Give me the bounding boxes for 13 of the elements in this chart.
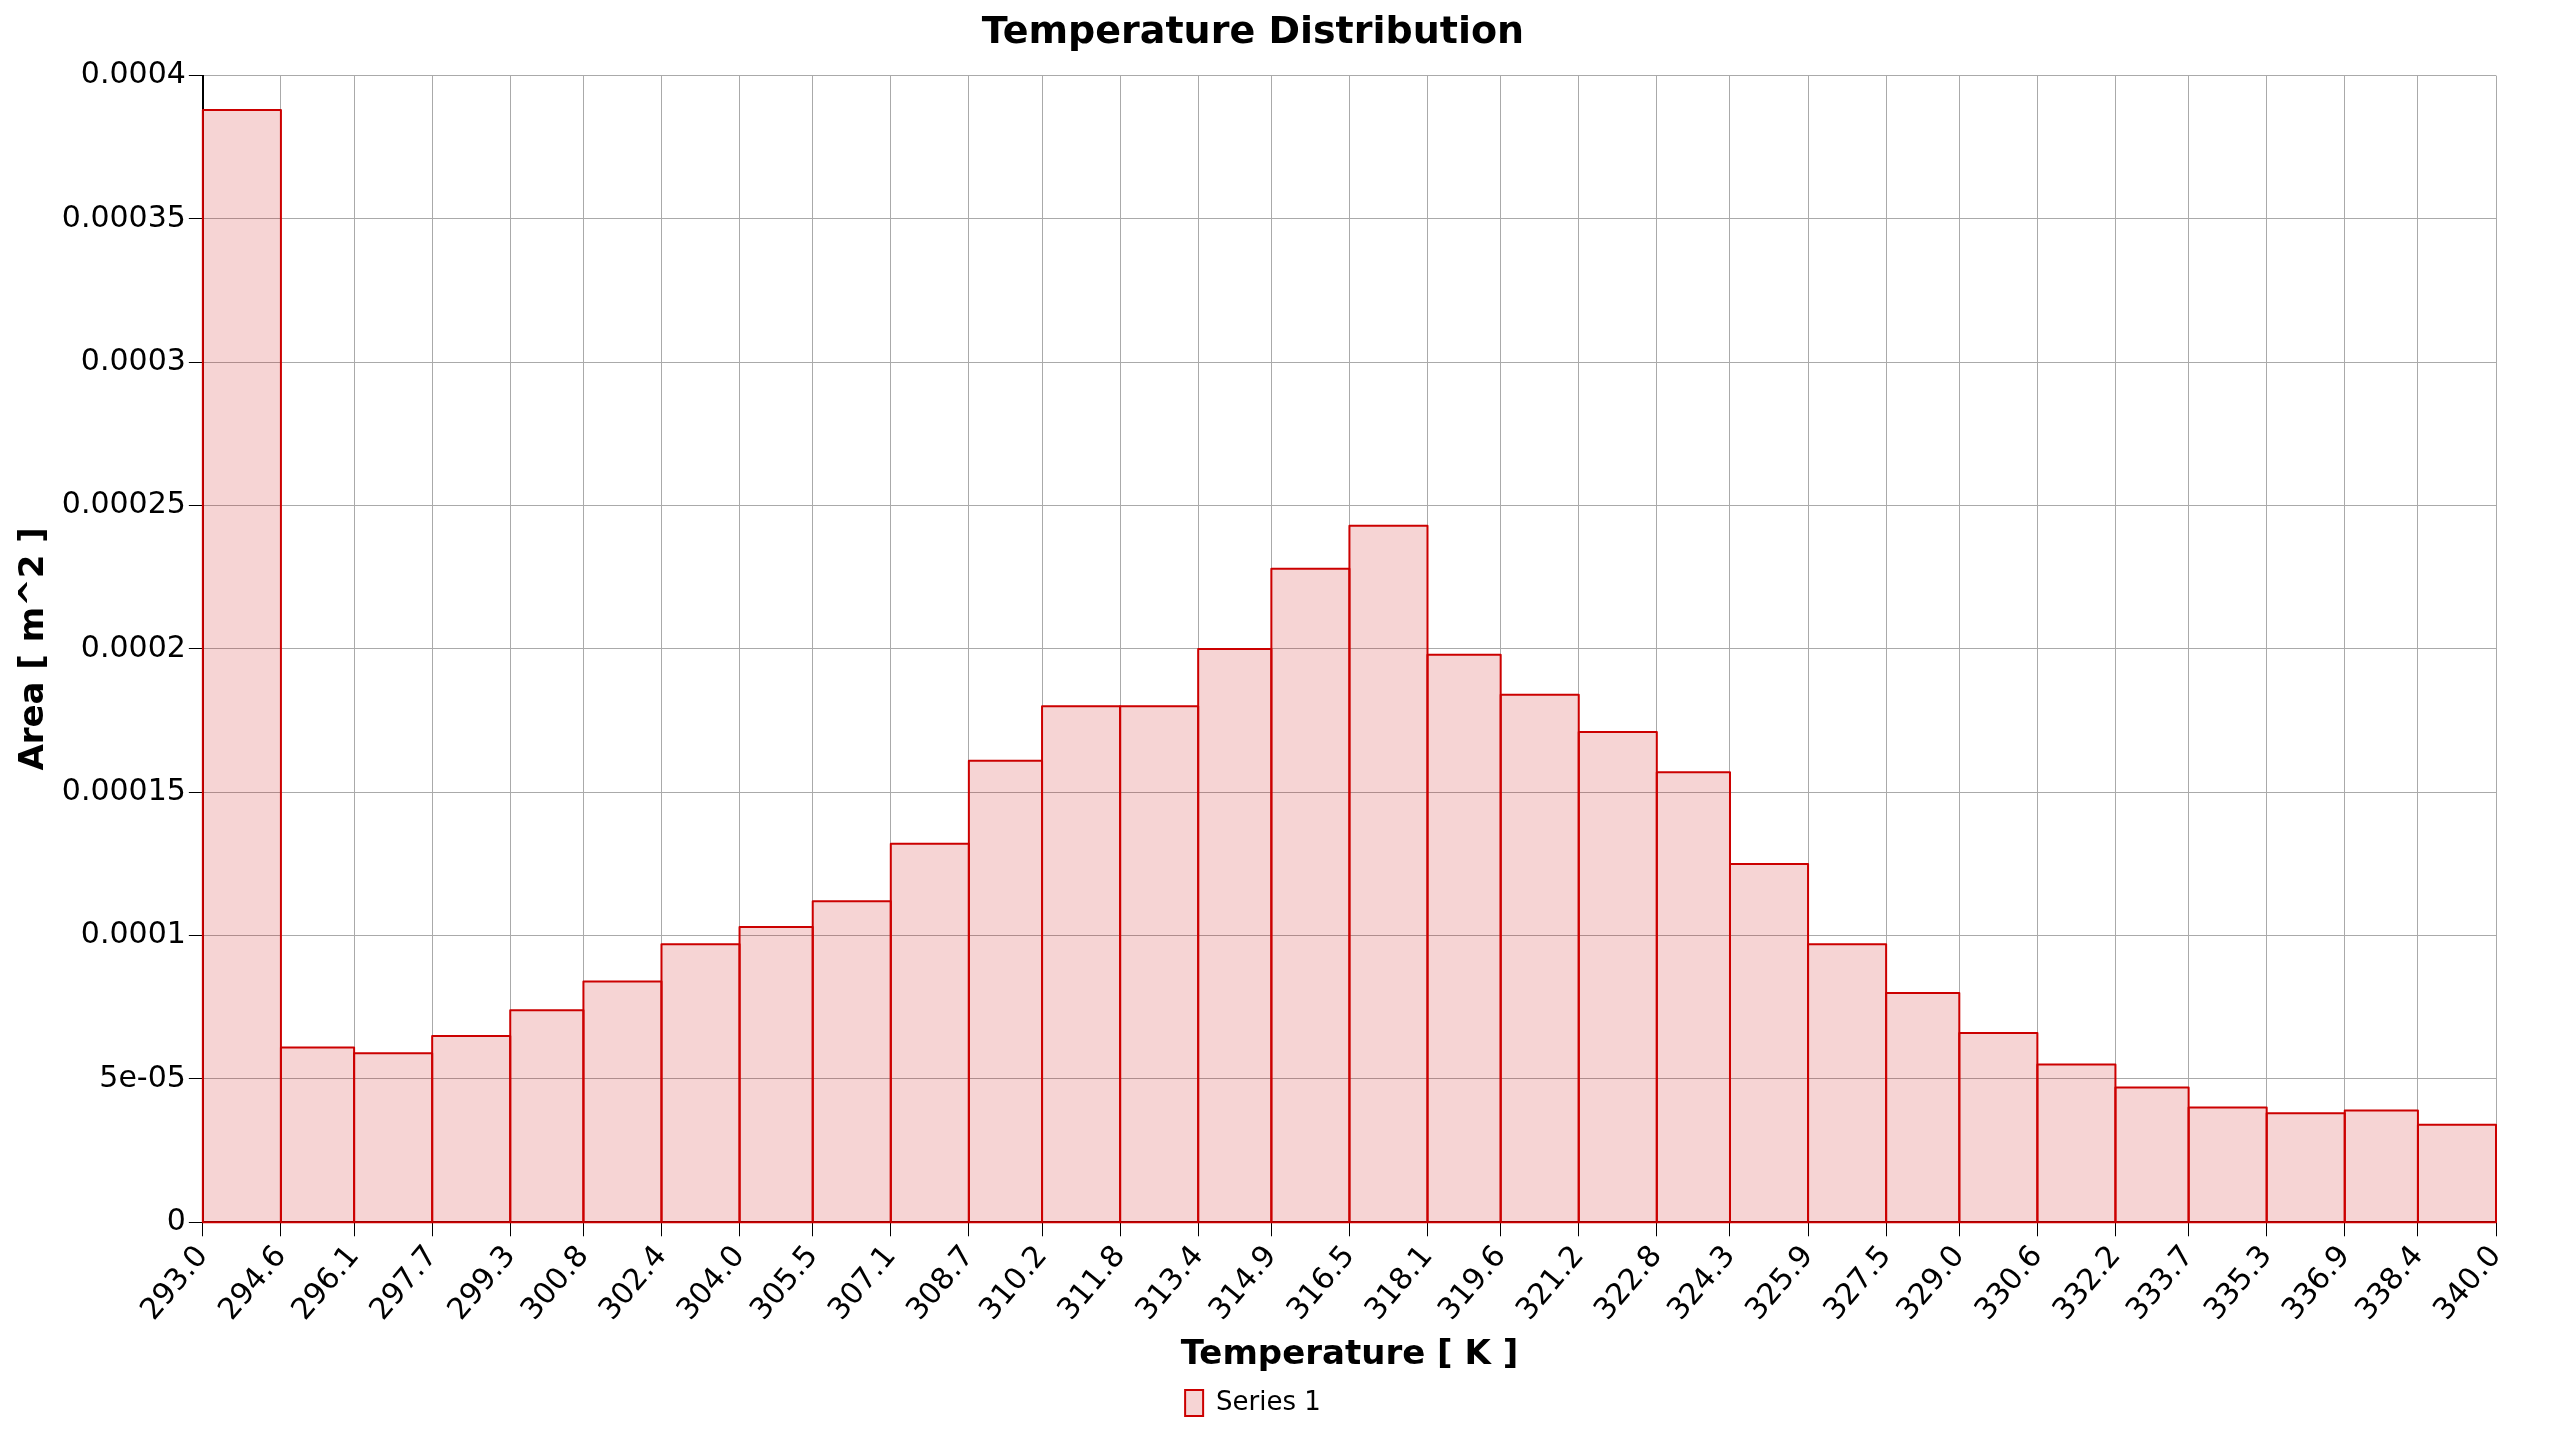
chart-title: Temperature Distribution	[981, 7, 1525, 52]
y-tick-label: 0.00015	[61, 772, 186, 808]
y-tick-label: 0	[166, 1202, 186, 1238]
y-tick-label: 0.00035	[61, 198, 186, 234]
y-tick-label: 5e-05	[99, 1058, 186, 1094]
x-axis-title: Temperature [ K ]	[1180, 1332, 1519, 1373]
y-tick-label: 0.0001	[80, 915, 186, 951]
y-axis-title: Area [ m^2 ]	[11, 527, 52, 771]
y-tick-label: 0.00025	[61, 485, 186, 521]
y-tick-label: 0.0003	[80, 342, 186, 378]
y-tick-label: 0.0004	[80, 55, 186, 91]
y-tick-label: 0.0002	[80, 628, 186, 664]
legend-label: Series 1	[1216, 1385, 1321, 1416]
